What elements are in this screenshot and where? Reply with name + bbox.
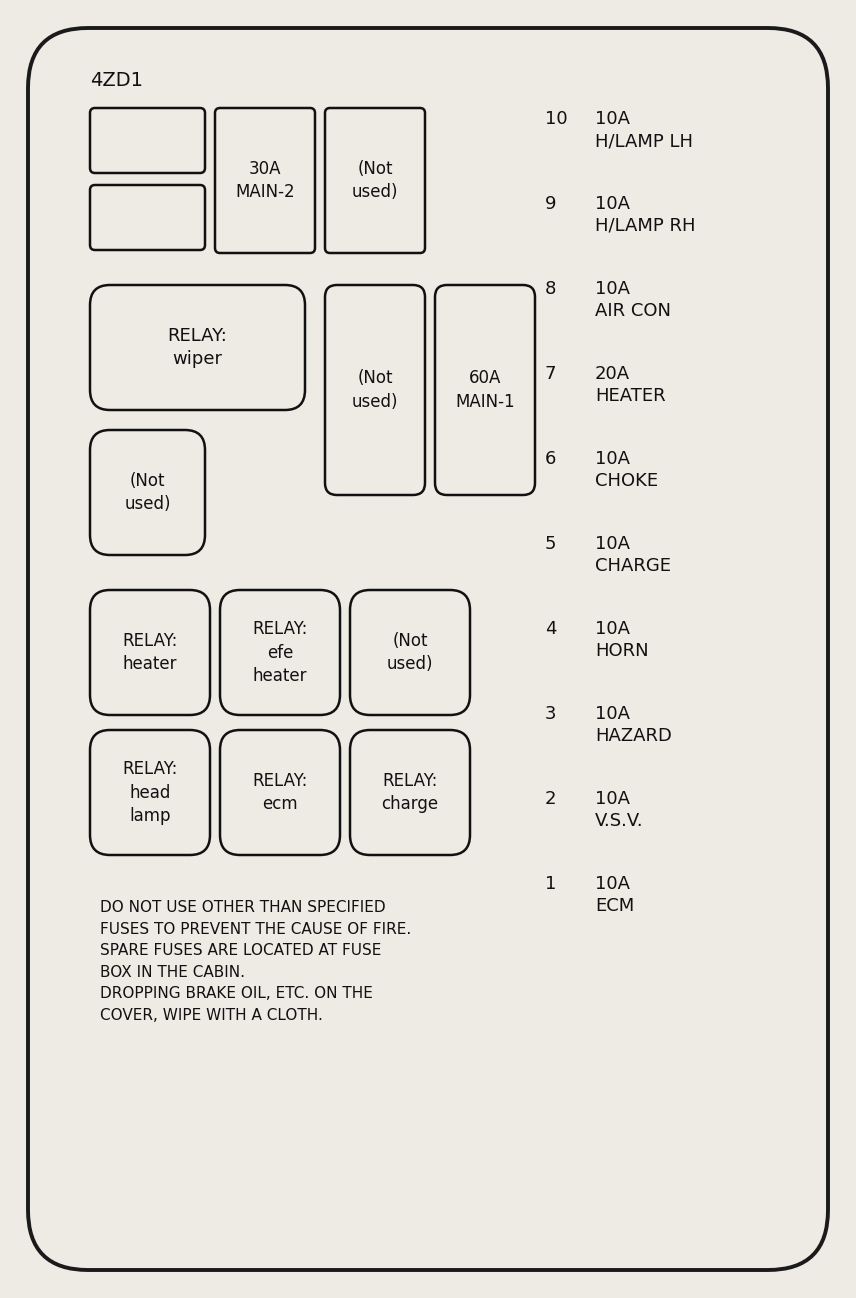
FancyBboxPatch shape: [90, 729, 210, 855]
Text: 9: 9: [545, 195, 556, 213]
Text: RELAY:
charge: RELAY: charge: [382, 772, 438, 814]
Text: 6: 6: [545, 450, 556, 469]
FancyBboxPatch shape: [435, 286, 535, 495]
Text: 30A
MAIN-2: 30A MAIN-2: [235, 160, 294, 201]
Text: CHARGE: CHARGE: [595, 557, 671, 575]
FancyBboxPatch shape: [325, 108, 425, 253]
Text: HAZARD: HAZARD: [595, 727, 672, 745]
Text: 2: 2: [545, 790, 556, 807]
Text: 10A: 10A: [595, 705, 630, 723]
Text: 1: 1: [545, 875, 556, 893]
FancyBboxPatch shape: [350, 729, 470, 855]
Text: (Not
used): (Not used): [124, 471, 170, 513]
Text: AIR CON: AIR CON: [595, 302, 671, 321]
Text: CHOKE: CHOKE: [595, 472, 658, 491]
Text: 10A: 10A: [595, 535, 630, 553]
Text: 4ZD1: 4ZD1: [90, 70, 143, 90]
Text: ECM: ECM: [595, 897, 634, 915]
FancyBboxPatch shape: [90, 108, 205, 173]
Text: RELAY:
efe
heater: RELAY: efe heater: [253, 620, 307, 685]
FancyBboxPatch shape: [220, 729, 340, 855]
FancyBboxPatch shape: [350, 591, 470, 715]
Text: H/LAMP RH: H/LAMP RH: [595, 217, 695, 235]
Text: 10A: 10A: [595, 875, 630, 893]
Text: DO NOT USE OTHER THAN SPECIFIED
FUSES TO PREVENT THE CAUSE OF FIRE.
SPARE FUSES : DO NOT USE OTHER THAN SPECIFIED FUSES TO…: [100, 900, 411, 1023]
Text: 20A: 20A: [595, 365, 630, 383]
Text: RELAY:
heater: RELAY: heater: [122, 632, 178, 674]
Text: 4: 4: [545, 620, 556, 639]
Text: 7: 7: [545, 365, 556, 383]
Text: 10A: 10A: [595, 790, 630, 807]
FancyBboxPatch shape: [325, 286, 425, 495]
Text: (Not
used): (Not used): [352, 369, 398, 410]
Text: RELAY:
head
lamp: RELAY: head lamp: [122, 759, 178, 826]
Text: RELAY:
wiper: RELAY: wiper: [168, 327, 228, 369]
Text: 10A: 10A: [595, 280, 630, 299]
FancyBboxPatch shape: [90, 286, 305, 410]
FancyBboxPatch shape: [215, 108, 315, 253]
Text: (Not
used): (Not used): [387, 632, 433, 674]
Text: H/LAMP LH: H/LAMP LH: [595, 132, 693, 151]
Text: 3: 3: [545, 705, 556, 723]
Text: V.S.V.: V.S.V.: [595, 813, 644, 829]
Text: 10A: 10A: [595, 195, 630, 213]
FancyBboxPatch shape: [90, 186, 205, 251]
FancyBboxPatch shape: [90, 430, 205, 556]
Text: 60A
MAIN-1: 60A MAIN-1: [455, 369, 514, 410]
FancyBboxPatch shape: [90, 591, 210, 715]
Text: 10A: 10A: [595, 450, 630, 469]
Text: 5: 5: [545, 535, 556, 553]
FancyBboxPatch shape: [28, 29, 828, 1269]
Text: (Not
used): (Not used): [352, 160, 398, 201]
Text: HORN: HORN: [595, 643, 649, 659]
Text: 8: 8: [545, 280, 556, 299]
Text: 10A: 10A: [595, 620, 630, 639]
Text: 10A: 10A: [595, 110, 630, 129]
Text: RELAY:
ecm: RELAY: ecm: [253, 772, 307, 814]
Text: HEATER: HEATER: [595, 387, 666, 405]
Text: 10: 10: [545, 110, 568, 129]
FancyBboxPatch shape: [220, 591, 340, 715]
